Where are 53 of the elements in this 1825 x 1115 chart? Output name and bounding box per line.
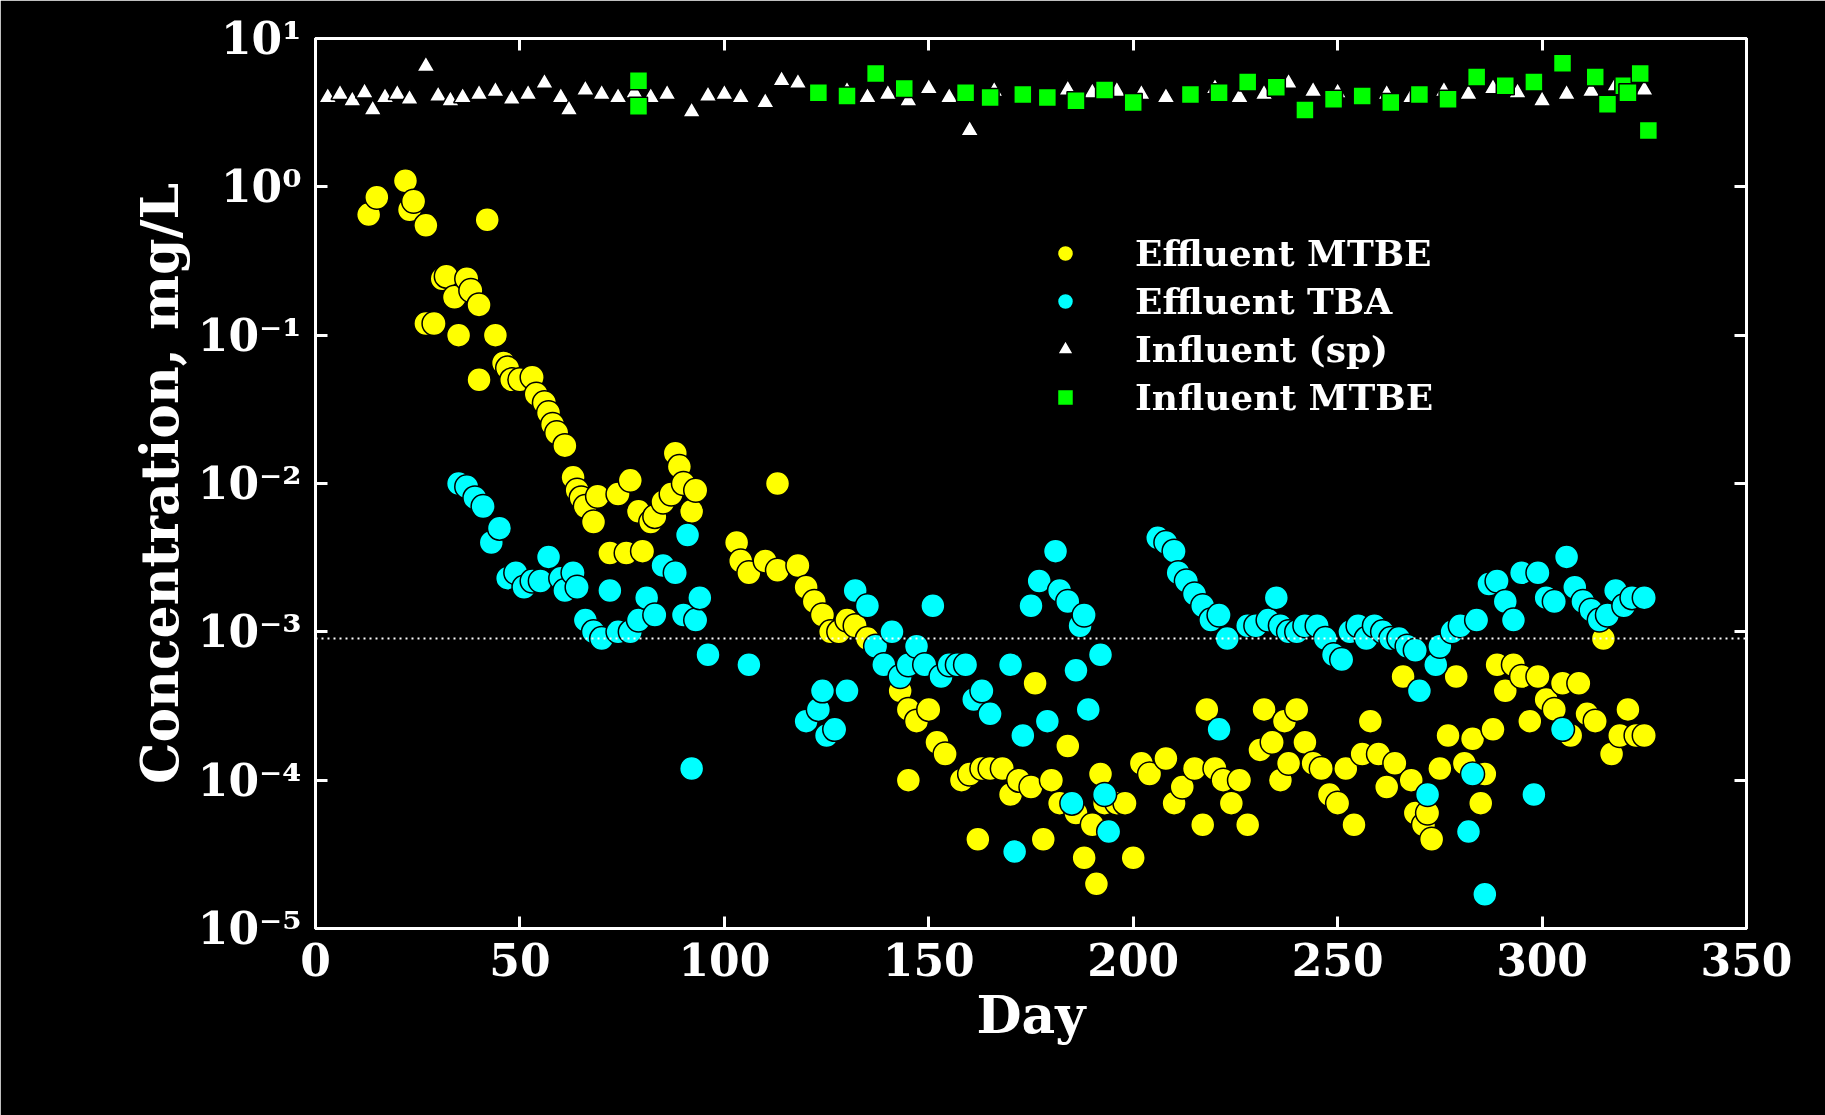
- point: [1438, 89, 1458, 109]
- y-tick-label: 10⁻⁴: [197, 754, 302, 806]
- x-axis-title: Day: [976, 983, 1088, 1045]
- y-axis-title: Concentration, mg/L: [128, 183, 190, 784]
- point: [1381, 92, 1401, 113]
- x-tick-label: 50: [489, 934, 551, 986]
- point: [894, 78, 914, 99]
- y-tick-label: 10⁻¹: [197, 309, 302, 361]
- point: [980, 87, 1000, 108]
- y-tick-label: 10¹: [221, 13, 302, 64]
- point: [1323, 89, 1344, 109]
- point: [865, 63, 886, 84]
- x-tick-label: 250: [1291, 934, 1384, 986]
- point: [1524, 72, 1544, 92]
- point: [808, 83, 829, 103]
- point: [1409, 84, 1430, 105]
- legend-label: Influent (sp): [1135, 328, 1389, 370]
- point: [1209, 83, 1229, 103]
- y-tick-label: 10⁻³: [197, 606, 302, 658]
- point: [1295, 100, 1315, 120]
- point: [1466, 67, 1487, 87]
- x-tick-label: 350: [1700, 934, 1793, 986]
- point: [1094, 80, 1115, 100]
- x-tick-label: 200: [1087, 934, 1180, 986]
- x-tick-label: 100: [678, 934, 771, 986]
- point: [1037, 87, 1058, 108]
- point: [1552, 53, 1573, 74]
- legend-label: Influent MTBE: [1135, 376, 1434, 418]
- point: [628, 70, 649, 91]
- point: [1066, 91, 1086, 111]
- x-tick-label: 150: [882, 934, 975, 986]
- y-tick-label: 10⁻²: [197, 458, 302, 509]
- point: [1352, 86, 1372, 106]
- point: [1638, 120, 1659, 141]
- point: [1597, 94, 1618, 115]
- point: [1180, 84, 1201, 105]
- legend-label: Effluent TBA: [1135, 280, 1393, 322]
- point: [1237, 72, 1258, 92]
- point: [628, 96, 649, 116]
- x-tick-label: 300: [1496, 934, 1589, 986]
- x-tick-label: 0: [300, 934, 331, 986]
- point: [955, 83, 976, 103]
- point: [1618, 83, 1638, 103]
- point: [837, 86, 857, 106]
- point: [1013, 84, 1033, 105]
- point: [1585, 67, 1605, 87]
- point: [1495, 76, 1516, 96]
- point: [1123, 92, 1143, 113]
- legend-label: Effluent MTBE: [1135, 232, 1432, 274]
- y-tick-label: 10⁰: [221, 161, 302, 213]
- y-tick-label: 10⁻⁵: [197, 903, 302, 954]
- point: [1630, 63, 1650, 84]
- point: [1266, 77, 1287, 97]
